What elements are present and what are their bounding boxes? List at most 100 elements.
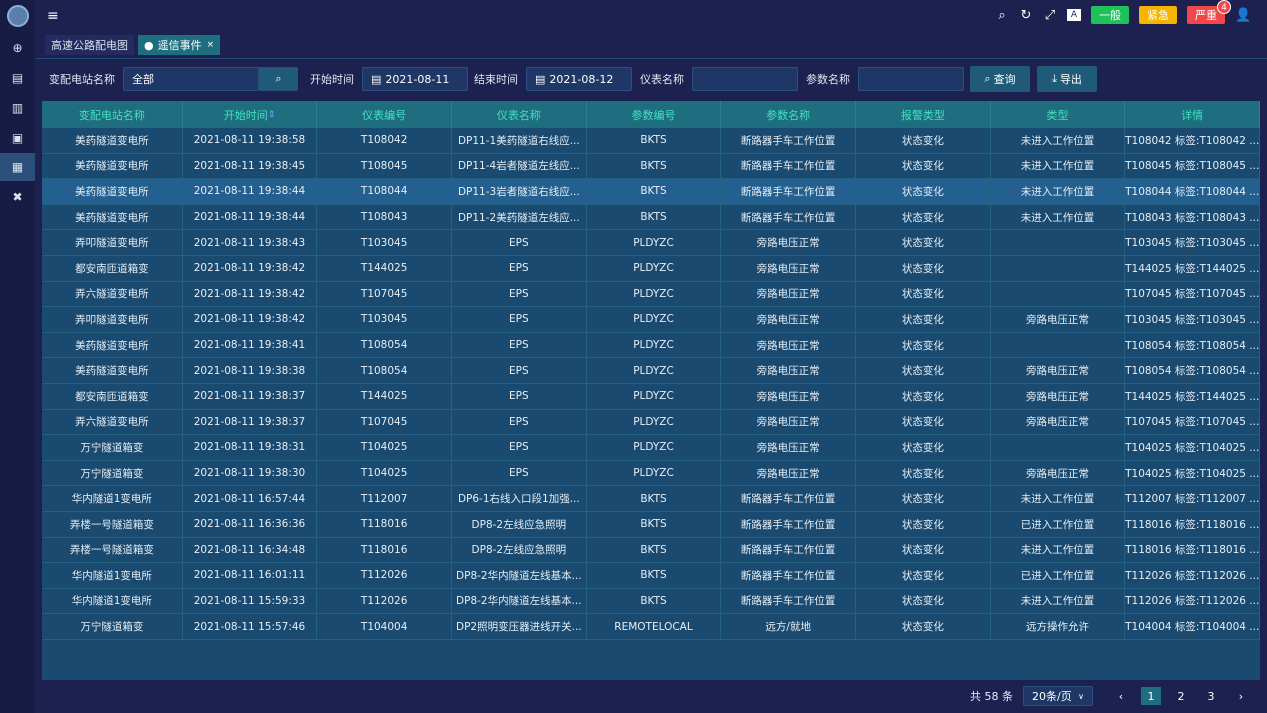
table-row[interactable]: 弄叩隧道变电所 2021-08-11 19:38:42 T103045 EPS PLDY… bbox=[42, 307, 1261, 333]
table-row[interactable]: 万宁隧道箱变 2021-08-11 19:38:31 T104025 EPS PLDYZ… bbox=[42, 435, 1261, 461]
cell-start-time: 2021-08-11 19:38:44 bbox=[183, 204, 318, 230]
table-row[interactable]: 都安南匝道箱变 2021-08-11 19:38:42 T144025 EPS PLDY… bbox=[42, 255, 1261, 282]
cell-start-time: 2021-08-11 19:38:42 bbox=[183, 281, 318, 307]
page-1-button[interactable]: 1 bbox=[1141, 687, 1161, 705]
level-severe-button[interactable]: 严重 4 bbox=[1187, 0, 1231, 24]
column-header-start-time[interactable]: 开始时间 ⇕ bbox=[183, 101, 318, 128]
table-row[interactable]: 华内隧道1变电所 2021-08-11 16:57:44 T112007 DP6-1右… bbox=[42, 486, 1261, 512]
level-urgent-button[interactable]: 紧急 bbox=[1139, 6, 1177, 24]
prev-page-button[interactable]: ‹ bbox=[1118, 689, 1124, 703]
cell-details: T144025 标签:T144025 ... bbox=[1125, 255, 1261, 281]
user-avatar[interactable] bbox=[7, 5, 29, 27]
refresh-icon[interactable]: ↻ bbox=[1020, 7, 1032, 23]
param-name-input[interactable] bbox=[858, 67, 964, 91]
fullscreen-icon[interactable]: ⤢ bbox=[1044, 7, 1056, 23]
cell-param-id: BKTS bbox=[587, 563, 722, 588]
bar-chart-icon[interactable]: ▥ bbox=[11, 101, 24, 115]
page-2-button[interactable]: 2 bbox=[1177, 689, 1185, 703]
station-select[interactable]: 全部 bbox=[123, 67, 259, 91]
chart-icon[interactable]: ▤ bbox=[11, 71, 24, 85]
monitor-icon[interactable]: ▣ bbox=[11, 131, 24, 145]
sort-icon[interactable]: ⇕ bbox=[267, 109, 276, 120]
table-row[interactable]: 美药隧道变电所 2021-08-11 19:38:44 T108043 DP11-2美… bbox=[42, 204, 1261, 231]
table-row[interactable]: 美药隧道变电所 2021-08-11 19:38:44 T108044 DP11-3岩… bbox=[42, 179, 1261, 205]
table-row[interactable]: 万宁隧道箱变 2021-08-11 15:57:46 T104004 DP2照明变压器… bbox=[42, 614, 1261, 640]
table-row[interactable]: 华内隧道1变电所 2021-08-11 16:01:11 T112026 DP8-2华… bbox=[42, 563, 1261, 589]
table-row[interactable]: 美药隧道变电所 2021-08-11 19:38:41 T108054 EPS PLDY… bbox=[42, 332, 1261, 359]
cell-param-name: 断路器手车工作位置 bbox=[721, 563, 857, 588]
next-page-button[interactable]: › bbox=[1238, 689, 1244, 703]
cell-meter-id: T108042 bbox=[317, 128, 452, 153]
cell-alarm-type: 状态变化 bbox=[856, 383, 991, 409]
cell-alarm-type: 状态变化 bbox=[856, 281, 991, 307]
tab-highway-diagram[interactable]: 高速公路配电图 bbox=[45, 35, 134, 55]
column-header-type[interactable]: 类型 bbox=[991, 101, 1126, 128]
column-header-station[interactable]: 变配电站名称 bbox=[42, 101, 183, 128]
table-row[interactable]: 美药隧道变电所 2021-08-11 19:38:45 T108045 DP11-4岩… bbox=[42, 153, 1261, 180]
cell-details: T108042 标签:T108042 ... bbox=[1125, 128, 1261, 153]
close-icon[interactable]: × bbox=[206, 40, 215, 50]
cell-station: 弄叩隧道变电所 bbox=[42, 230, 183, 255]
station-search-button[interactable]: ⌕ bbox=[259, 67, 298, 91]
table-row[interactable]: 万宁隧道箱变 2021-08-11 19:38:30 T104025 EPS PLDYZ… bbox=[42, 460, 1261, 487]
user-icon[interactable]: 👤 bbox=[1235, 7, 1252, 23]
page-3-button[interactable]: 3 bbox=[1207, 689, 1215, 703]
cell-param-name: 旁路电压正常 bbox=[721, 409, 857, 435]
start-time-label: 开始时间 bbox=[310, 73, 354, 86]
cell-meter-id: T118016 bbox=[317, 537, 452, 563]
calendar-icon: ▤ bbox=[371, 72, 382, 86]
table-row[interactable]: 弄楼一号隧道箱变 2021-08-11 16:34:48 T118016 DP8-2左… bbox=[42, 537, 1261, 564]
end-time-label: 结束时间 bbox=[474, 73, 518, 86]
tools-icon[interactable]: ✖ bbox=[12, 190, 23, 204]
search-icon[interactable]: ⌕ bbox=[998, 7, 1006, 23]
cell-type: 旁路电压正常 bbox=[991, 460, 1126, 486]
cell-station: 华内隧道1变电所 bbox=[42, 563, 183, 588]
cell-start-time: 2021-08-11 16:36:36 bbox=[183, 511, 318, 537]
cell-meter-id: T108044 bbox=[317, 179, 452, 204]
column-header-alarm-type[interactable]: 报警类型 bbox=[856, 101, 991, 128]
cell-type: 旁路电压正常 bbox=[991, 307, 1126, 332]
table-row[interactable]: 都安南匝道箱变 2021-08-11 19:38:37 T144025 EPS PLDY… bbox=[42, 383, 1261, 410]
table-row[interactable]: 华内隧道1变电所 2021-08-11 15:59:33 T112026 DP8-2华… bbox=[42, 588, 1261, 615]
tab-remote-signal-events[interactable]: ● 遥信事件 × bbox=[138, 35, 221, 55]
cell-station: 美药隧道变电所 bbox=[42, 204, 183, 230]
table-row[interactable]: 美药隧道变电所 2021-08-11 19:38:58 T108042 DP11-1美… bbox=[42, 128, 1261, 154]
cell-param-name: 断路器手车工作位置 bbox=[721, 511, 857, 537]
end-date-input[interactable]: ▤ 2021-08-12 bbox=[526, 67, 632, 91]
cell-station: 弄楼一号隧道箱变 bbox=[42, 537, 183, 563]
document-icon[interactable]: ▦ bbox=[0, 153, 35, 181]
table-row[interactable]: 弄六隧道变电所 2021-08-11 19:38:42 T107045 EPS PLDY… bbox=[42, 281, 1261, 308]
column-header-param-name[interactable]: 参数名称 bbox=[721, 101, 857, 128]
meter-name-input[interactable] bbox=[692, 67, 798, 91]
start-date-input[interactable]: ▤ 2021-08-11 bbox=[362, 67, 468, 91]
table-row[interactable]: 弄楼一号隧道箱变 2021-08-11 16:36:36 T118016 DP8-2左… bbox=[42, 511, 1261, 538]
table-row[interactable]: 弄六隧道变电所 2021-08-11 19:38:37 T107045 EPS PLDY… bbox=[42, 409, 1261, 436]
cell-alarm-type: 状态变化 bbox=[856, 486, 991, 511]
cell-station: 弄六隧道变电所 bbox=[42, 409, 183, 435]
cell-type: 未进入工作位置 bbox=[991, 588, 1126, 614]
column-header-meter-name[interactable]: 仪表名称 bbox=[452, 101, 587, 128]
export-button[interactable]: ⤓ 导出 bbox=[1037, 66, 1097, 92]
cell-meter-id: T112007 bbox=[317, 486, 452, 511]
cell-param-name: 旁路电压正常 bbox=[721, 383, 857, 409]
cell-meter-id: T108054 bbox=[317, 358, 452, 383]
font-size-icon[interactable]: A bbox=[1067, 9, 1081, 21]
cell-meter-id: T112026 bbox=[317, 563, 452, 588]
column-header-details[interactable]: 详情 bbox=[1125, 101, 1261, 128]
level-normal-button[interactable]: 一般 bbox=[1091, 6, 1129, 24]
cell-param-id: PLDYZC bbox=[587, 281, 722, 307]
cell-meter-id: T118016 bbox=[317, 511, 452, 537]
cell-type: 未进入工作位置 bbox=[991, 204, 1126, 230]
query-button[interactable]: ⌕ 查询 bbox=[970, 66, 1030, 92]
table-row[interactable]: 弄叩隧道变电所 2021-08-11 19:38:43 T103045 EPS PLDY… bbox=[42, 230, 1261, 256]
cell-param-name: 旁路电压正常 bbox=[721, 230, 857, 255]
cell-param-id: BKTS bbox=[587, 511, 722, 537]
cell-alarm-type: 状态变化 bbox=[856, 128, 991, 153]
table-row[interactable]: 美药隧道变电所 2021-08-11 19:38:38 T108054 EPS PLDY… bbox=[42, 358, 1261, 384]
page-size-select[interactable]: 20条/页 ∨ bbox=[1023, 686, 1093, 706]
column-header-param-id[interactable]: 参数编号 bbox=[587, 101, 722, 128]
column-header-meter-id[interactable]: 仪表编号 bbox=[317, 101, 452, 128]
menu-icon[interactable]: ≡ bbox=[47, 8, 59, 24]
tab-bar: 高速公路配电图 ● 遥信事件 × bbox=[45, 35, 221, 55]
globe-icon[interactable]: ⊕ bbox=[12, 41, 23, 55]
